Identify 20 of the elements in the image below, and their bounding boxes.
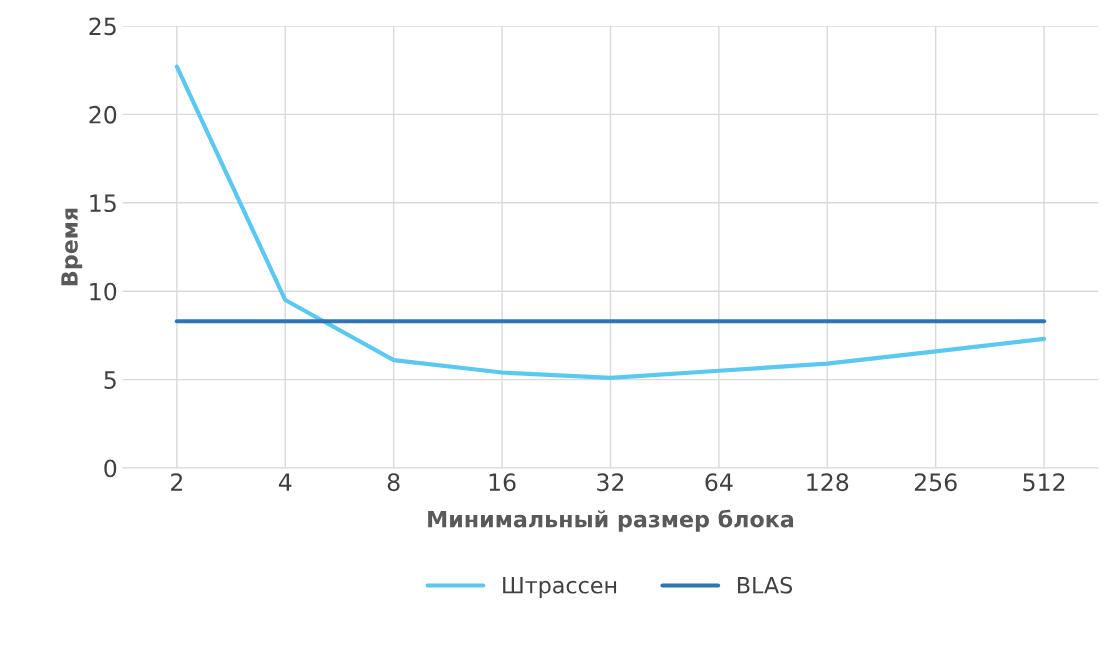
x-tick-label: 512 [1023, 473, 1065, 492]
line-series [174, 64, 1047, 380]
y-tick-label: 5 [104, 371, 116, 389]
x-tick-label: 16 [489, 473, 516, 492]
legend-label: Штрассен [503, 577, 617, 598]
y-tick-label: 15 [90, 194, 116, 213]
x-tick-label: 256 [914, 473, 957, 492]
legend-label: BLAS [738, 576, 793, 594]
x-tick-label: 64 [705, 473, 733, 492]
y-tick-label: 20 [89, 105, 117, 124]
y-tick-label: 10 [90, 282, 117, 301]
x-tick-label: 32 [597, 473, 624, 492]
y-axis-title: Время [61, 208, 83, 286]
x-axis-title: Минимальный размер блока [428, 509, 794, 532]
x-tick-label: 128 [807, 473, 849, 492]
y-tick-label: 25 [89, 17, 116, 36]
x-tick-label: 4 [278, 473, 292, 491]
y-tick-label: 0 [104, 459, 117, 478]
x-tick-label: 2 [171, 473, 182, 491]
x-tick-label: 8 [387, 473, 400, 492]
